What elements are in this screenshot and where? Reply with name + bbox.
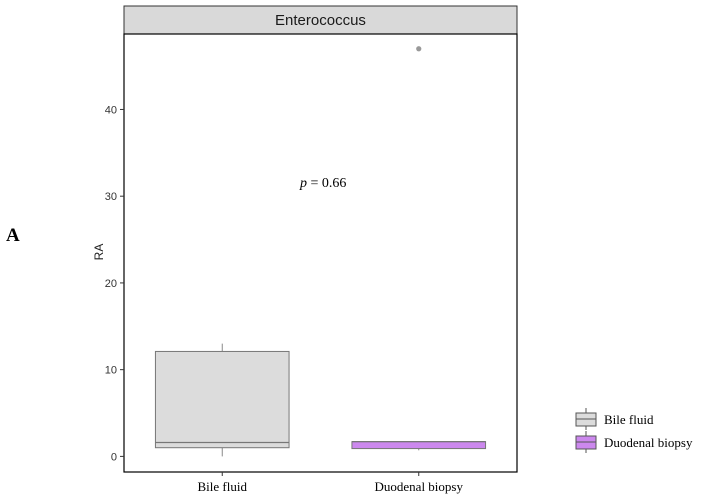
y-axis-label: RA: [92, 244, 106, 261]
box-body: [154, 350, 290, 449]
p-value-text: = 0.66: [307, 176, 346, 191]
p-symbol: p: [299, 176, 307, 191]
y-tick-label: 30: [105, 191, 117, 203]
y-tick-label: 10: [105, 365, 117, 377]
legend-label: Duodenal biopsy: [604, 435, 693, 450]
y-tick-label: 0: [111, 451, 117, 463]
facet-strip: [123, 5, 518, 35]
y-tick-label: 20: [105, 278, 117, 290]
y-axis: 0 10 20 30 40: [105, 104, 124, 463]
p-value-annotation: p = 0.66: [299, 176, 346, 191]
legend-label: Bile fluid: [604, 412, 654, 427]
outlier-point: [416, 46, 422, 52]
box-body: [351, 441, 487, 450]
y-tick-label: 40: [105, 104, 117, 116]
facet-title: Enterococcus: [275, 12, 366, 29]
x-tick-label: Duodenal biopsy: [375, 479, 464, 494]
panel-letter: A: [6, 225, 20, 246]
x-axis: Bile fluid Duodenal biopsy: [198, 472, 464, 494]
x-tick-label: Bile fluid: [198, 479, 248, 494]
box-series: [154, 46, 487, 457]
legend: Bile fluid Duodenal biopsy: [575, 408, 693, 453]
